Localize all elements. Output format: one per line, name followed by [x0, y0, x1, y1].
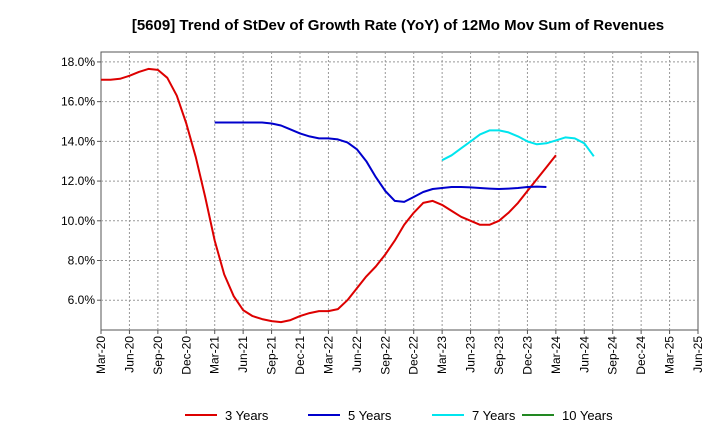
x-tick-label: Dec-20	[179, 336, 193, 375]
legend: 3 Years 5 Years 7 Years 10 Years	[185, 408, 613, 423]
y-tick-label: 12.0%	[61, 174, 95, 188]
y-tick-label: 6.0%	[68, 293, 96, 307]
x-tick-label: Mar-22	[321, 336, 335, 374]
x-tick-label: Mar-24	[549, 336, 563, 374]
x-tick-label: Jun-22	[350, 336, 364, 373]
grid	[101, 52, 698, 330]
x-tick-label: Sep-22	[378, 336, 392, 375]
x-tick-label: Jun-24	[577, 336, 591, 373]
y-tick-label: 16.0%	[61, 95, 95, 109]
x-tick-label: Jun-21	[236, 336, 250, 373]
x-tick-label: Dec-24	[634, 336, 648, 375]
x-tick-label: Dec-22	[407, 336, 421, 375]
x-tick-label: Jun-25	[691, 336, 705, 373]
x-axis: Mar-20 Jun-20 Sep-20 Dec-20 Mar-21 Jun-21 Sep-…	[94, 330, 705, 375]
legend-label: 7 Years	[472, 408, 516, 423]
chart-title: [5609] Trend of StDev of Growth Rate (Yo…	[132, 17, 664, 34]
plot-area	[100, 51, 699, 331]
series-line-5-years	[214, 121, 547, 203]
series-line-7-years	[441, 129, 595, 162]
x-tick-label: Sep-20	[151, 336, 165, 375]
x-tick-label: Dec-21	[293, 336, 307, 375]
x-tick-label: Jun-20	[122, 336, 136, 373]
x-tick-label: Jun-23	[464, 336, 478, 373]
x-tick-label: Sep-21	[265, 336, 279, 375]
series-group	[101, 67, 595, 324]
x-tick-label: Mar-21	[208, 336, 222, 374]
series-line-3-years	[101, 67, 557, 324]
x-tick-label: Dec-23	[520, 336, 534, 375]
legend-label: 10 Years	[562, 408, 613, 423]
y-tick-label: 14.0%	[61, 134, 95, 148]
legend-label: 5 Years	[348, 408, 392, 423]
x-tick-label: Mar-20	[94, 336, 108, 374]
legend-label: 3 Years	[225, 408, 269, 423]
y-axis: 6.0% 8.0% 10.0% 12.0% 14.0% 16.0% 18.0%	[61, 55, 101, 307]
y-tick-label: 10.0%	[61, 214, 95, 228]
y-tick-label: 8.0%	[68, 254, 96, 268]
x-tick-label: Mar-25	[663, 336, 677, 374]
x-tick-label: Sep-23	[492, 336, 506, 375]
y-tick-label: 18.0%	[61, 55, 95, 69]
x-tick-label: Mar-23	[435, 336, 449, 374]
x-tick-label: Sep-24	[606, 336, 620, 375]
